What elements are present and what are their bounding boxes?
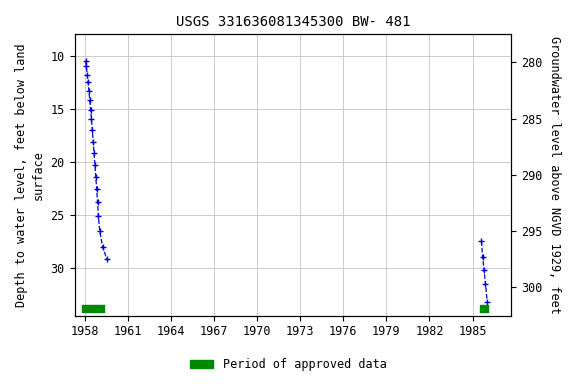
Y-axis label: Groundwater level above NGVD 1929, feet: Groundwater level above NGVD 1929, feet	[548, 36, 561, 314]
Legend: Period of approved data: Period of approved data	[185, 354, 391, 376]
Title: USGS 331636081345300 BW- 481: USGS 331636081345300 BW- 481	[176, 15, 410, 29]
Y-axis label: Depth to water level, feet below land
surface: Depth to water level, feet below land su…	[15, 43, 45, 307]
